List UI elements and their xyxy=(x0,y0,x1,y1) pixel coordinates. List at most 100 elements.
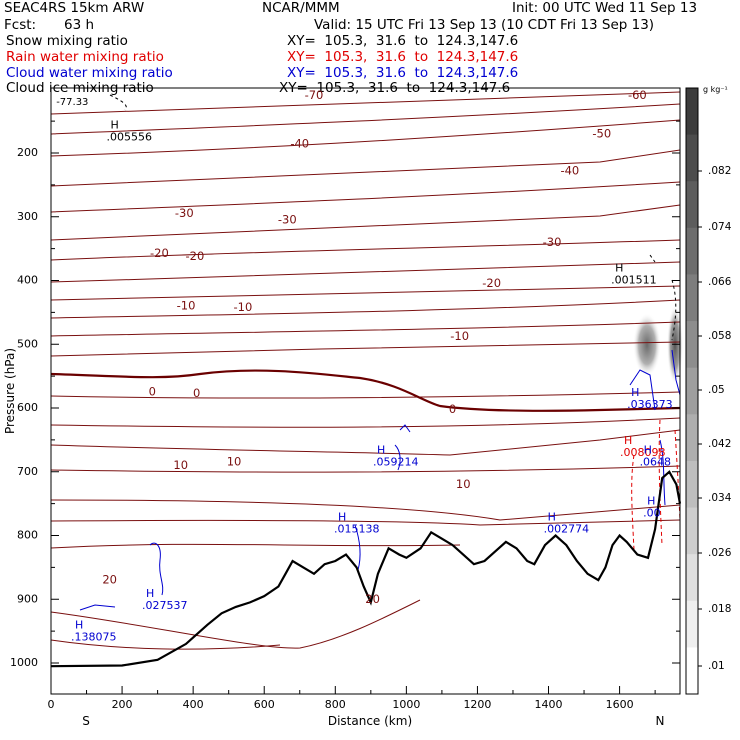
colorbar-tick-label: .042 xyxy=(708,438,731,450)
colorbar-swatch xyxy=(686,274,698,322)
maximum-marker: H xyxy=(338,510,346,523)
freezing-level-line xyxy=(50,369,681,412)
isotherm-line xyxy=(50,429,681,456)
maximum-marker: H xyxy=(111,118,119,131)
x-tick-label: 800 xyxy=(325,698,346,711)
maximum-marker: H xyxy=(647,494,655,507)
forecast-hours: 63 h xyxy=(64,17,95,33)
isotherm-label: -20 xyxy=(482,276,501,290)
isotherm-line xyxy=(50,181,681,213)
cloud-ice-shade xyxy=(633,313,661,377)
colorbar-unit: g kg⁻¹ xyxy=(703,85,728,94)
y-tick-label: 400 xyxy=(17,274,38,287)
maximum-marker: H xyxy=(548,510,556,523)
isotherm-label: -10 xyxy=(233,300,252,314)
south-label: S xyxy=(82,714,90,728)
maximum-marker: H xyxy=(631,386,639,399)
x-tick-label: 1600 xyxy=(606,698,634,711)
isotherm-label: -30 xyxy=(543,235,562,249)
colorbar-swatch xyxy=(686,321,698,369)
x-axis-label: Distance (km) xyxy=(328,714,412,728)
plot-frame xyxy=(50,87,681,695)
colorbar-tick-label: .066 xyxy=(708,276,732,288)
y-tick-label: 900 xyxy=(17,592,38,605)
cloud-water-contour xyxy=(354,524,361,571)
x-tick-label: 1200 xyxy=(463,698,491,711)
colorbar-swatch xyxy=(686,181,698,229)
isotherm-label: -77.33 xyxy=(56,97,88,108)
isotherm-line xyxy=(50,204,681,241)
colorbar-swatch xyxy=(686,367,698,415)
isotherm-line xyxy=(50,543,461,549)
maximum-label: .027537 xyxy=(142,599,188,612)
field-xy-snow: XY= 105.3, 31.6 to 124.3,147.6 xyxy=(287,33,519,49)
maximum-marker: H xyxy=(75,619,83,632)
isotherm-line xyxy=(50,299,681,319)
maximum-label: .059214 xyxy=(373,455,419,468)
isotherm-label: -40 xyxy=(560,163,579,177)
isotherm-label: -10 xyxy=(177,299,196,313)
maximum-label: .0648 xyxy=(640,455,672,468)
rain-water-contour xyxy=(674,429,681,521)
field-name-snow: Snow mixing ratio xyxy=(6,33,128,49)
isotherm-line xyxy=(50,341,681,357)
field-name-rain: Rain water mixing ratio xyxy=(6,49,164,65)
colorbar-swatch xyxy=(686,554,698,602)
isotherm-line xyxy=(50,149,681,187)
isotherm-label: -40 xyxy=(290,137,309,151)
init-time: Init: 00 UTC Wed 11 Sep 13 xyxy=(512,0,698,16)
terrain-line xyxy=(50,470,682,668)
isotherm-label: -10 xyxy=(450,329,469,343)
field-name-cloud-water: Cloud water mixing ratio xyxy=(6,65,173,81)
maximum-marker: H xyxy=(644,443,652,456)
maximum-label: .138075 xyxy=(71,631,117,644)
isotherm-line xyxy=(50,119,681,157)
colorbar-swatch xyxy=(686,600,698,648)
maximum-marker: H xyxy=(624,434,632,447)
colorbar-tick-label: .018 xyxy=(708,603,731,615)
y-axis-label: Pressure (hPa) xyxy=(3,348,17,434)
y-tick-label: 600 xyxy=(17,401,38,414)
model-title: SEAC4RS 15km ARW xyxy=(4,0,145,16)
isotherm-line xyxy=(50,239,681,261)
isotherm-label: 0 xyxy=(149,385,156,399)
colorbar-swatch xyxy=(686,460,698,509)
colorbar-swatch xyxy=(686,414,698,462)
maximum-label: .036373 xyxy=(627,398,673,411)
cloud-water-contour xyxy=(671,349,681,396)
colorbar-swatch xyxy=(686,507,698,555)
colorbar-tick-label: .034 xyxy=(708,492,732,504)
colorbar-tick-label: .01 xyxy=(708,660,725,672)
x-tick-label: 600 xyxy=(254,698,275,711)
cloud-water-contour xyxy=(149,542,164,596)
isotherm-label: -30 xyxy=(278,212,297,226)
colorbar-swatch xyxy=(686,88,698,136)
isotherm-line xyxy=(50,103,681,135)
isotherm-label: -20 xyxy=(186,249,205,263)
isotherm-line xyxy=(50,519,681,526)
isotherm-label: -50 xyxy=(592,126,611,140)
org-label: NCAR/MMM xyxy=(262,0,340,16)
cloud-water-contour xyxy=(394,424,411,471)
isotherm-label: 10 xyxy=(227,455,242,469)
isotherm-line xyxy=(50,599,421,649)
isotherm-label: -20 xyxy=(150,246,169,260)
snow-contour xyxy=(109,94,127,111)
y-tick-label: 300 xyxy=(17,210,38,223)
maximum-marker: H xyxy=(146,587,154,600)
isotherm-label: 20 xyxy=(102,573,117,587)
y-tick-label: 1000 xyxy=(10,656,38,669)
isotherm-line xyxy=(50,91,681,115)
rain-water-contour xyxy=(631,454,635,551)
forecast-label: Fcst: xyxy=(4,17,37,33)
north-label: N xyxy=(656,714,665,728)
cloud-water-contour xyxy=(79,604,116,611)
valid-time: Valid: 15 UTC Fri 13 Sep 13 (10 CDT Fri … xyxy=(314,17,655,33)
maximum-label: .015138 xyxy=(334,522,380,535)
colorbar-tick-label: .082 xyxy=(708,165,731,177)
isotherm-label: -70 xyxy=(305,88,324,102)
isotherm-label: -30 xyxy=(175,206,194,220)
isotherm-line xyxy=(50,639,281,650)
isotherm-line xyxy=(50,465,681,473)
colorbar-frame xyxy=(685,87,699,695)
